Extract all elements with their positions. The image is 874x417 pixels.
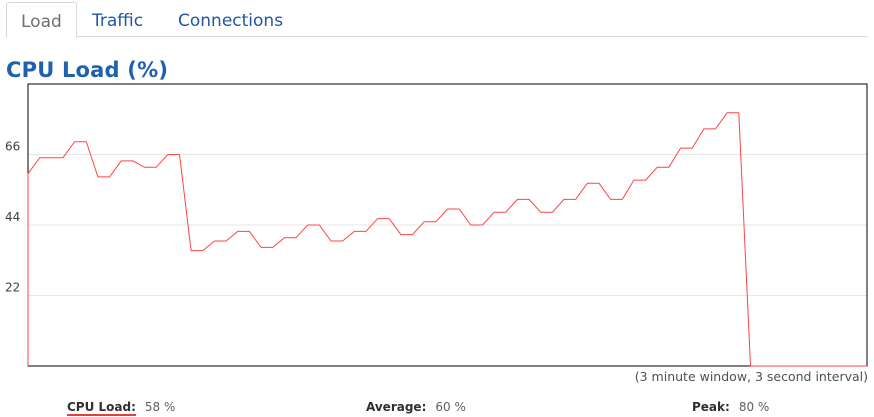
- tab-traffic[interactable]: Traffic: [92, 11, 144, 31]
- chart-grid: [28, 154, 867, 296]
- stat-peak-label: Peak:: [692, 400, 730, 414]
- tab-connections[interactable]: Connections: [178, 11, 284, 31]
- tab-bar-divider: [6, 36, 868, 37]
- stat-peak-value: 80 %: [738, 400, 770, 414]
- stat-peak: Peak: 80 %: [692, 400, 769, 414]
- y-tick-label: 66: [5, 140, 20, 154]
- page-title: CPU Load (%): [6, 58, 169, 82]
- y-tick-label: 22: [5, 281, 20, 295]
- cpu-load-chart: 66 44 22 (3 minute window, 3 second interv…: [5, 83, 868, 384]
- cpu-load-line: [27, 112, 867, 367]
- stat-average-value: 60 %: [435, 400, 466, 414]
- stat-cpu-load-label: CPU Load:: [67, 400, 136, 416]
- stat-average-label: Average:: [366, 400, 427, 414]
- stat-cpu-load-value: 58 %: [144, 400, 176, 414]
- stat-cpu-load: CPU Load: 58 %: [67, 400, 176, 416]
- y-tick-label: 44: [5, 210, 20, 224]
- tab-bar: Load Traffic Connections: [0, 0, 868, 38]
- y-axis-ticks: 66 44 22: [5, 140, 20, 295]
- stat-average: Average: 60 %: [366, 400, 466, 414]
- chart-caption: (3 minute window, 3 second interval): [635, 369, 868, 384]
- tab-load[interactable]: Load: [6, 2, 77, 38]
